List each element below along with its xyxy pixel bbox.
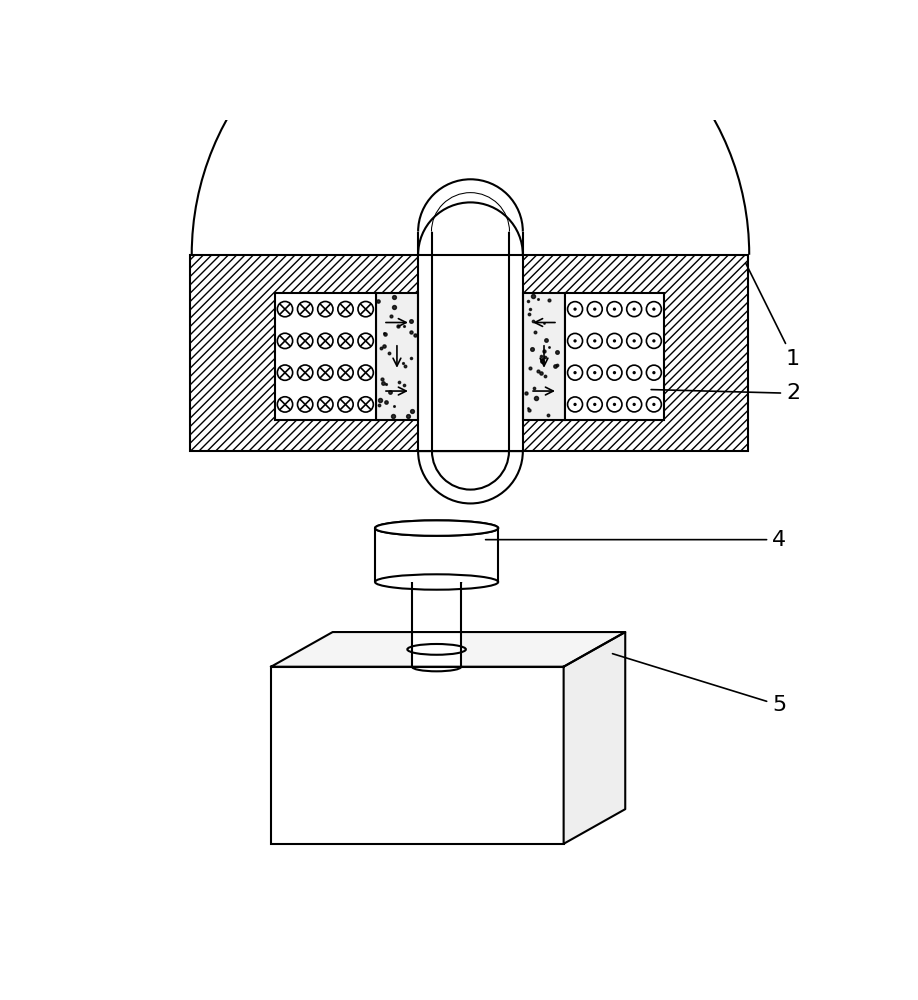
Circle shape: [297, 365, 313, 380]
Circle shape: [627, 302, 642, 317]
Circle shape: [567, 365, 583, 380]
Circle shape: [593, 339, 597, 343]
Circle shape: [646, 302, 661, 317]
Circle shape: [653, 403, 655, 406]
Wedge shape: [432, 193, 509, 232]
Bar: [274, 420, 664, 451]
Bar: [418, 232, 523, 255]
Text: 2: 2: [651, 383, 800, 403]
Circle shape: [613, 339, 616, 343]
Ellipse shape: [375, 520, 498, 536]
Circle shape: [627, 333, 642, 348]
Circle shape: [574, 371, 577, 374]
Bar: [190, 255, 274, 451]
Circle shape: [318, 365, 333, 380]
Text: 1: 1: [745, 263, 800, 369]
Circle shape: [358, 365, 374, 380]
Circle shape: [653, 371, 655, 374]
Circle shape: [588, 333, 602, 348]
Circle shape: [297, 333, 313, 349]
Circle shape: [613, 371, 616, 374]
Circle shape: [613, 307, 616, 311]
Bar: [432, 255, 509, 503]
Circle shape: [338, 333, 353, 349]
Bar: [375, 528, 498, 582]
Circle shape: [358, 333, 374, 349]
Circle shape: [588, 365, 602, 380]
Circle shape: [646, 333, 661, 348]
Circle shape: [627, 397, 642, 412]
Circle shape: [318, 333, 333, 349]
Bar: [190, 255, 748, 451]
Circle shape: [646, 365, 661, 380]
Bar: [418, 255, 523, 451]
Ellipse shape: [408, 644, 465, 655]
Circle shape: [358, 397, 374, 412]
Circle shape: [627, 365, 642, 380]
Circle shape: [567, 302, 583, 317]
Circle shape: [574, 307, 577, 311]
Circle shape: [607, 397, 622, 412]
Bar: [565, 293, 664, 420]
Bar: [375, 293, 418, 420]
Circle shape: [297, 301, 313, 317]
Circle shape: [358, 301, 374, 317]
Circle shape: [318, 397, 333, 412]
Circle shape: [338, 397, 353, 412]
Circle shape: [297, 397, 313, 412]
Text: 5: 5: [612, 654, 787, 715]
Circle shape: [318, 301, 333, 317]
Text: 3: 3: [0, 999, 1, 1000]
Circle shape: [633, 307, 636, 311]
Circle shape: [574, 403, 577, 406]
Circle shape: [567, 333, 583, 348]
Circle shape: [633, 339, 636, 343]
Circle shape: [607, 333, 622, 348]
Bar: [271, 667, 564, 844]
Circle shape: [653, 307, 655, 311]
Circle shape: [277, 365, 293, 380]
Circle shape: [607, 302, 622, 317]
Circle shape: [607, 365, 622, 380]
Circle shape: [277, 333, 293, 349]
Circle shape: [567, 397, 583, 412]
Polygon shape: [271, 632, 625, 667]
Bar: [190, 255, 748, 451]
Wedge shape: [418, 451, 523, 503]
Circle shape: [613, 403, 616, 406]
Circle shape: [277, 301, 293, 317]
Bar: [523, 293, 565, 420]
Circle shape: [593, 371, 597, 374]
Circle shape: [338, 365, 353, 380]
Polygon shape: [564, 632, 625, 844]
Bar: [664, 255, 748, 451]
Circle shape: [593, 307, 597, 311]
Wedge shape: [432, 451, 509, 490]
Circle shape: [653, 339, 655, 343]
Bar: [412, 582, 461, 667]
Circle shape: [593, 403, 597, 406]
Circle shape: [633, 371, 636, 374]
Bar: [274, 255, 664, 293]
Circle shape: [338, 301, 353, 317]
Circle shape: [277, 397, 293, 412]
Circle shape: [646, 397, 661, 412]
Circle shape: [633, 403, 636, 406]
Bar: [274, 293, 375, 420]
Circle shape: [588, 302, 602, 317]
Circle shape: [588, 397, 602, 412]
Circle shape: [574, 339, 577, 343]
Text: 4: 4: [486, 530, 787, 550]
